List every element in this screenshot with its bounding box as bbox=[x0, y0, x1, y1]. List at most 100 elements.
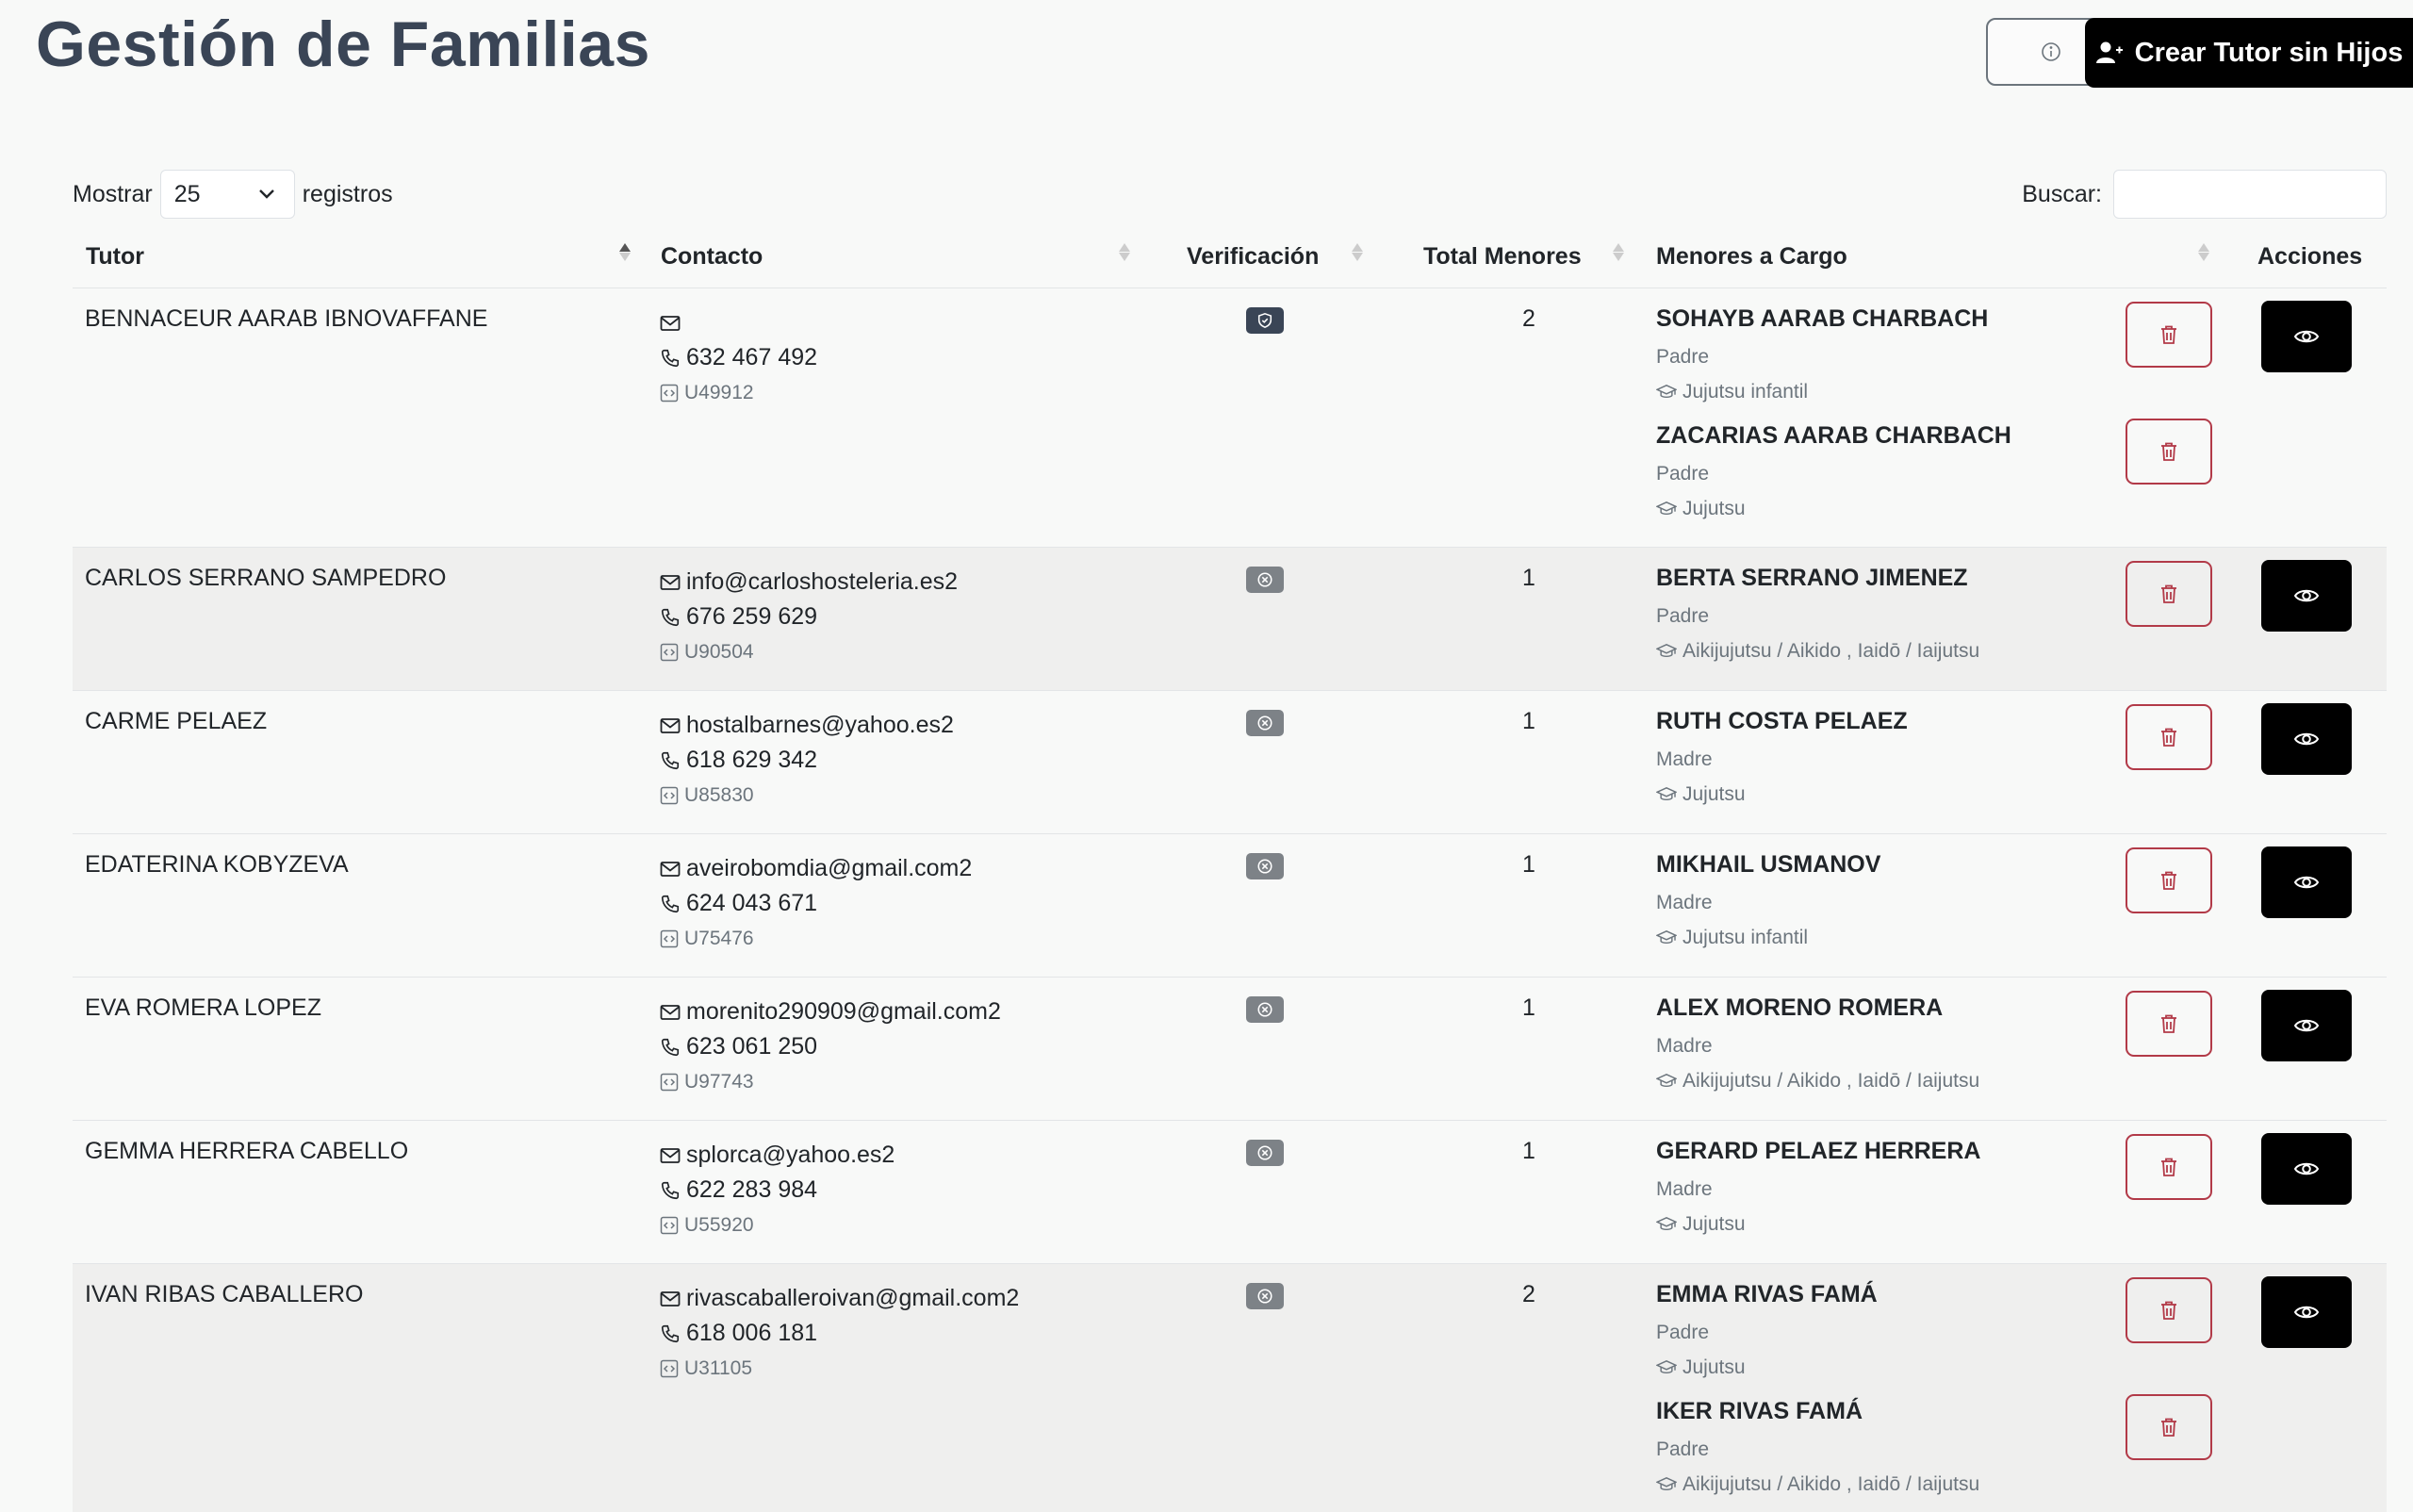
graduation-cap-icon bbox=[1656, 1476, 1677, 1493]
contact-cell: morenito290909@gmail.com2 623 061 250 U9… bbox=[660, 994, 1001, 1099]
envelope-icon bbox=[660, 717, 681, 734]
graduation-cap-icon bbox=[1656, 384, 1677, 401]
column-header-tutor[interactable]: Tutor bbox=[86, 226, 144, 288]
x-circle-icon bbox=[1256, 571, 1273, 588]
envelope-icon bbox=[660, 861, 681, 878]
minor-relation: Padre bbox=[1656, 605, 1710, 627]
delete-minor-button[interactable] bbox=[2126, 847, 2212, 913]
contact-cell: rivascaballeroivan@gmail.com2 618 006 18… bbox=[660, 1281, 1019, 1386]
minor-entry: SOHAYB AARAB CHARBACH Padre Jujutsu infa… bbox=[1656, 305, 1988, 409]
families-table: Tutor Contacto Verificación Total Menore… bbox=[73, 226, 2387, 1512]
view-button[interactable] bbox=[2261, 703, 2352, 775]
view-button[interactable] bbox=[2261, 990, 2352, 1061]
sort-icon bbox=[1613, 243, 1624, 261]
delete-minor-button[interactable] bbox=[2126, 1277, 2212, 1343]
total-minors: 1 bbox=[1522, 708, 1535, 734]
column-header-contact[interactable]: Contacto bbox=[661, 226, 763, 288]
total-minors: 1 bbox=[1522, 1138, 1535, 1164]
phone-text[interactable]: 618 006 181 bbox=[686, 1320, 818, 1346]
delete-minor-button[interactable] bbox=[2126, 1394, 2212, 1460]
trash-icon bbox=[2159, 1157, 2178, 1177]
envelope-icon bbox=[660, 1290, 681, 1307]
graduation-cap-icon bbox=[1656, 501, 1677, 518]
minor-entry: EMMA RIVAS FAMÁ Padre Jujutsu bbox=[1656, 1281, 1878, 1385]
page-length-value: 25 bbox=[173, 180, 201, 207]
column-header-total[interactable]: Total Menores bbox=[1423, 226, 1582, 288]
email-text[interactable]: info@carloshosteleria.es2 bbox=[686, 568, 959, 595]
delete-minor-button[interactable] bbox=[2126, 704, 2212, 770]
view-button[interactable] bbox=[2261, 301, 2352, 372]
minor-class: Jujutsu infantil bbox=[1656, 921, 1880, 955]
phone-icon bbox=[660, 348, 681, 369]
x-circle-icon bbox=[1256, 1288, 1273, 1305]
contact-cell: aveirobomdia@gmail.com2 624 043 671 U754… bbox=[660, 851, 972, 956]
minor-entry: MIKHAIL USMANOV Madre Jujutsu infantil bbox=[1656, 851, 1880, 955]
phone-text[interactable]: 618 629 342 bbox=[686, 747, 818, 773]
tutor-name: CARLOS SERRANO SAMPEDRO bbox=[85, 565, 447, 591]
delete-minor-button[interactable] bbox=[2126, 419, 2212, 485]
view-button[interactable] bbox=[2261, 560, 2352, 632]
verification-badge bbox=[1246, 567, 1284, 593]
code-line: U75476 bbox=[660, 921, 972, 956]
user-code: U31105 bbox=[684, 1356, 753, 1379]
chevron-down-icon bbox=[258, 189, 274, 199]
graduation-cap-icon bbox=[1656, 1073, 1677, 1090]
minor-class: Jujutsu infantil bbox=[1656, 375, 1988, 409]
column-header-verification[interactable]: Verificación bbox=[1187, 226, 1319, 288]
code-icon bbox=[660, 786, 679, 805]
tutor-name: BENNACEUR AARAB IBNOVAFFANE bbox=[85, 305, 488, 332]
email-text[interactable]: rivascaballeroivan@gmail.com2 bbox=[686, 1285, 1020, 1311]
x-circle-icon bbox=[1256, 715, 1273, 731]
minor-name: ZACARIAS AARAB CHARBACH bbox=[1656, 422, 2011, 449]
minor-class-text: Jujutsu bbox=[1683, 1213, 1746, 1235]
phone-text[interactable]: 632 467 492 bbox=[686, 344, 818, 370]
email-text[interactable]: splorca@yahoo.es2 bbox=[686, 1142, 895, 1168]
minor-relation: Madre bbox=[1656, 1178, 1713, 1200]
minor-class: Jujutsu bbox=[1656, 1208, 1980, 1241]
view-button[interactable] bbox=[2261, 1276, 2352, 1348]
view-button[interactable] bbox=[2261, 1133, 2352, 1205]
delete-minor-button[interactable] bbox=[2126, 561, 2212, 627]
phone-line: 622 283 984 bbox=[660, 1173, 895, 1208]
minor-class-text: Jujutsu infantil bbox=[1683, 381, 1809, 403]
email-line: rivascaballeroivan@gmail.com2 bbox=[660, 1281, 1019, 1316]
code-icon bbox=[660, 929, 679, 948]
minor-relation: Padre bbox=[1656, 1438, 1710, 1460]
user-plus-icon bbox=[2095, 41, 2123, 63]
email-text[interactable]: aveirobomdia@gmail.com2 bbox=[686, 855, 973, 881]
email-text[interactable]: hostalbarnes@yahoo.es2 bbox=[686, 712, 954, 738]
delete-minor-button[interactable] bbox=[2126, 1134, 2212, 1200]
minor-class: Aikijujutsu / Aikido , Iaidō / Iaijutsu bbox=[1656, 634, 1979, 668]
minor-name: GERARD PELAEZ HERRERA bbox=[1656, 1138, 1981, 1164]
create-tutor-button[interactable]: Crear Tutor sin Hijos bbox=[2085, 18, 2413, 88]
trash-icon bbox=[2159, 727, 2178, 748]
column-header-minors[interactable]: Menores a Cargo bbox=[1656, 226, 1847, 288]
column-header-actions: Acciones bbox=[2257, 226, 2362, 288]
minor-name: SOHAYB AARAB CHARBACH bbox=[1656, 305, 1989, 332]
minor-class: Aikijujutsu / Aikido , Iaidō / Iaijutsu bbox=[1656, 1468, 1979, 1502]
search-input[interactable] bbox=[2113, 170, 2387, 219]
page-length-select[interactable]: 25 bbox=[159, 170, 295, 219]
email-line: info@carloshosteleria.es2 bbox=[660, 565, 958, 600]
phone-text[interactable]: 676 259 629 bbox=[686, 603, 818, 630]
sort-icon bbox=[1352, 243, 1363, 261]
delete-minor-button[interactable] bbox=[2126, 991, 2212, 1057]
phone-text[interactable]: 622 283 984 bbox=[686, 1176, 818, 1203]
phone-text[interactable]: 624 043 671 bbox=[686, 890, 818, 916]
verification-badge bbox=[1246, 307, 1284, 334]
phone-icon bbox=[660, 1323, 681, 1344]
minor-class: Aikijujutsu / Aikido , Iaidō / Iaijutsu bbox=[1656, 1064, 1979, 1098]
view-button[interactable] bbox=[2261, 846, 2352, 918]
user-code: U90504 bbox=[684, 640, 754, 663]
trash-icon bbox=[2159, 1013, 2178, 1034]
column-header-label: Acciones bbox=[2257, 243, 2363, 270]
delete-minor-button[interactable] bbox=[2126, 302, 2212, 368]
minor-class-text: Jujutsu infantil bbox=[1683, 927, 1809, 948]
graduation-cap-icon bbox=[1656, 643, 1677, 660]
verification-badge bbox=[1246, 996, 1284, 1023]
eye-icon bbox=[2293, 730, 2320, 748]
minor-relation: Madre bbox=[1656, 748, 1713, 770]
phone-text[interactable]: 623 061 250 bbox=[686, 1033, 818, 1060]
user-code: U85830 bbox=[684, 783, 754, 806]
email-text[interactable]: morenito290909@gmail.com2 bbox=[686, 998, 1001, 1025]
